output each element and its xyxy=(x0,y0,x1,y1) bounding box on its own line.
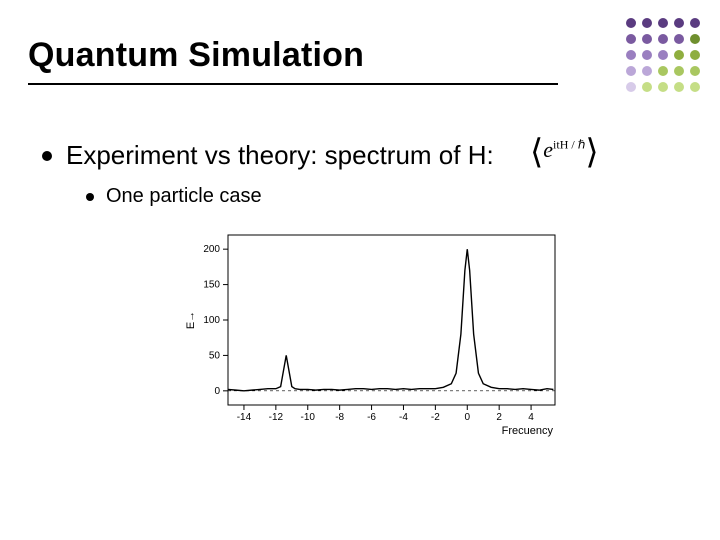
decorative-dot xyxy=(642,34,652,44)
decorative-dot xyxy=(674,18,684,28)
svg-text:200: 200 xyxy=(203,244,220,255)
decorative-dot xyxy=(626,50,636,60)
svg-text:-2: -2 xyxy=(431,412,440,423)
decorative-dot xyxy=(642,66,652,76)
bullet-level-2: One particle case xyxy=(86,185,262,208)
bullet-dot-icon xyxy=(42,151,52,161)
bullet-level-1-text: Experiment vs theory: spectrum of H: xyxy=(66,140,494,171)
decorative-dot xyxy=(626,34,636,44)
svg-text:-4: -4 xyxy=(399,412,408,423)
decorative-dot xyxy=(626,82,636,92)
decorative-dot xyxy=(674,82,684,92)
decorative-dot xyxy=(658,66,668,76)
slide-title-block: Quantum Simulation xyxy=(28,36,558,85)
spectrum-chart-svg: -14 -12 -10 -8 -6 -4 -2 0 2 4 0 50 100 150 200 E→ Frecue… xyxy=(180,225,565,440)
svg-text:-14: -14 xyxy=(237,412,252,423)
svg-text:50: 50 xyxy=(209,350,221,361)
svg-text:-8: -8 xyxy=(335,412,344,423)
bullet-dot-icon xyxy=(86,193,94,201)
svg-text:-6: -6 xyxy=(367,412,376,423)
decorative-dot xyxy=(674,50,684,60)
svg-text:0: 0 xyxy=(464,412,470,423)
title-underline xyxy=(28,83,558,85)
decorative-dot xyxy=(658,82,668,92)
svg-text:2: 2 xyxy=(496,412,502,423)
slide-title: Quantum Simulation xyxy=(28,36,558,75)
right-angle-bracket-icon: ⟩ xyxy=(585,134,598,171)
bullet-level-2-text: One particle case xyxy=(106,185,262,208)
decorative-dot xyxy=(690,50,700,60)
decorative-dot xyxy=(658,18,668,28)
decorative-dot xyxy=(658,50,668,60)
spectrum-chart: -14 -12 -10 -8 -6 -4 -2 0 2 4 0 50 100 150 200 E→ Frecue… xyxy=(180,225,565,440)
decorative-dot xyxy=(690,82,700,92)
decorative-dot xyxy=(690,18,700,28)
svg-text:0: 0 xyxy=(214,386,220,397)
decorative-dot xyxy=(626,66,636,76)
bullet-level-1: Experiment vs theory: spectrum of H: xyxy=(42,140,494,171)
decorative-dot xyxy=(674,34,684,44)
svg-text:4: 4 xyxy=(528,412,534,423)
decorative-dot xyxy=(674,66,684,76)
decorative-dot xyxy=(626,18,636,28)
svg-text:Frecuency: Frecuency xyxy=(502,425,554,437)
svg-text:-12: -12 xyxy=(269,412,284,423)
decorative-dot xyxy=(642,18,652,28)
decorative-dot xyxy=(690,66,700,76)
decorative-dot xyxy=(642,50,652,60)
formula-exponent: itH / ℏ xyxy=(553,138,585,152)
decorative-dot-grid xyxy=(626,18,702,94)
left-angle-bracket-icon: ⟨ xyxy=(530,134,543,171)
formula-expectation-value: ⟨eitH / ℏ⟩ xyxy=(530,132,599,172)
decorative-dot xyxy=(690,34,700,44)
formula-base: eitH / ℏ xyxy=(543,137,585,162)
decorative-dot xyxy=(642,82,652,92)
svg-text:E→: E→ xyxy=(185,311,197,329)
svg-text:150: 150 xyxy=(203,280,220,291)
svg-text:-10: -10 xyxy=(301,412,316,423)
svg-text:100: 100 xyxy=(203,315,220,326)
decorative-dot xyxy=(658,34,668,44)
slide-root: Quantum Simulation Experiment vs theory:… xyxy=(0,0,720,540)
